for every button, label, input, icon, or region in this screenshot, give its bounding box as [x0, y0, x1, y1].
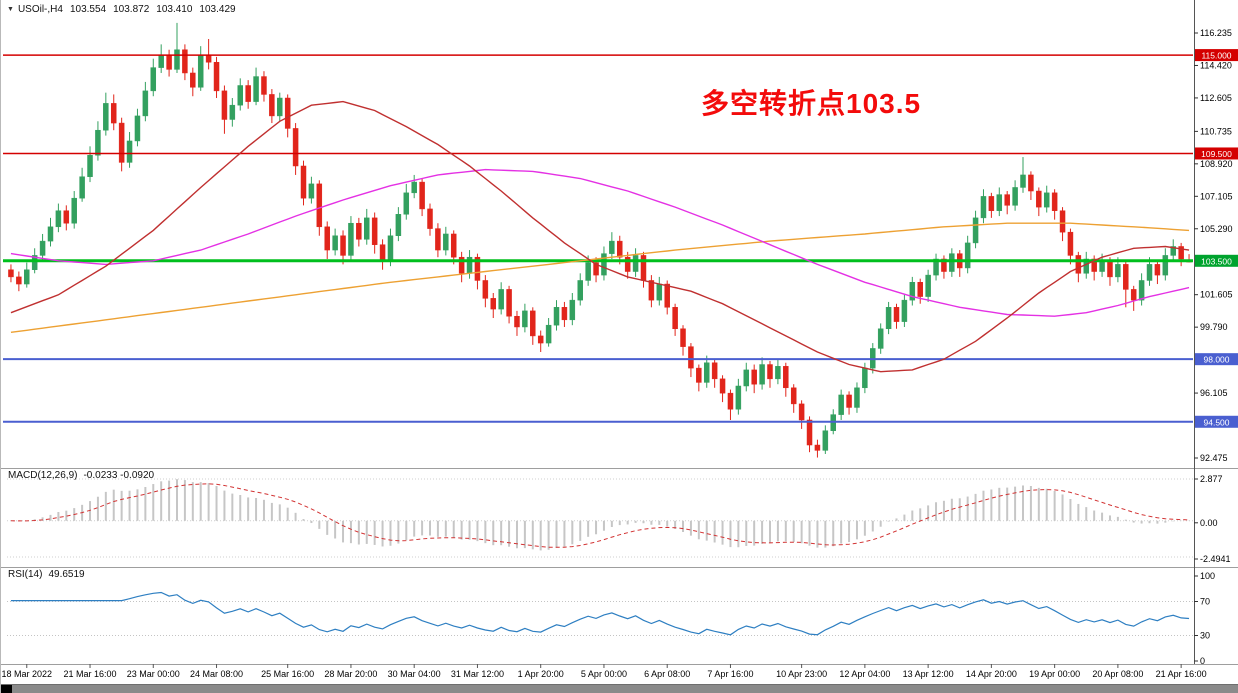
macd-signal-line	[10, 483, 1190, 548]
time-axis-label: 30 Mar 04:00	[388, 669, 441, 679]
rsi-panel[interactable]: 100 70 30 0	[7, 571, 1215, 666]
time-axis-label: 13 Apr 12:00	[903, 669, 954, 679]
time-axis-label: 18 Mar 2022	[1, 669, 52, 679]
time-axis-label: 12 Apr 04:00	[839, 669, 890, 679]
time-axis-label: 19 Apr 00:00	[1029, 669, 1080, 679]
time-axis-label: 23 Mar 00:00	[127, 669, 180, 679]
ohlc-high: 103.872	[113, 4, 150, 15]
chart-header: ▼ USOil-,H4 103.554 103.872 103.410 103.429	[7, 4, 236, 15]
macd-panel[interactable]: 2.877 0.00 -2.4941	[7, 474, 1231, 564]
price-badge-label: 94.500	[1204, 417, 1230, 427]
rsi-axis-label: 70	[1200, 597, 1210, 607]
price-tick-label: 96.105	[1200, 388, 1228, 398]
symbol-period-label: USOil-,H4	[17, 4, 63, 15]
price-badge	[1195, 415, 1238, 428]
time-axis-label: 21 Apr 16:00	[1156, 669, 1207, 679]
panel-separators	[1, 0, 1238, 665]
time-axis[interactable]: 18 Mar 2022 21 Mar 16:00 23 Mar 00:00 24 Ma…	[1, 664, 1207, 679]
rsi-line	[10, 591, 1190, 636]
time-axis-label: 24 Mar 08:00	[190, 669, 243, 679]
time-axis-label: 14 Apr 20:00	[966, 669, 1017, 679]
macd-indicator-label: MACD(12,26,9) -0.0233 -0.0920	[8, 470, 154, 481]
time-axis-label: 28 Mar 20:00	[324, 669, 377, 679]
time-axis-label: 6 Apr 08:00	[644, 669, 690, 679]
price-badge	[1195, 147, 1238, 160]
rsi-name: RSI(14)	[8, 569, 43, 580]
macd-axis-label: -2.4941	[1200, 554, 1231, 564]
time-axis-label: 20 Apr 08:00	[1092, 669, 1143, 679]
price-badge-label: 103.500	[1201, 256, 1232, 266]
price-badge	[1195, 353, 1238, 366]
moving-averages-layer	[10, 100, 1190, 373]
ma-mid-magenta	[10, 168, 1190, 317]
price-tick-label: 107.105	[1200, 191, 1233, 201]
time-axis-label: 5 Apr 00:00	[581, 669, 627, 679]
price-tick-label: 92.475	[1200, 453, 1228, 463]
time-axis-label: 1 Apr 20:00	[518, 669, 564, 679]
price-tick-label: 108.920	[1200, 159, 1233, 169]
rsi-value: 49.6519	[48, 569, 85, 580]
time-axis-label: 7 Apr 16:00	[707, 669, 753, 679]
price-tick-label: 114.420	[1200, 60, 1232, 70]
price-badge-label: 115.000	[1201, 51, 1231, 61]
ohlc-open: 103.554	[69, 4, 107, 15]
time-axis-label: 10 Apr 23:00	[776, 669, 827, 679]
rsi-indicator-label: RSI(14) 49.6519	[8, 569, 85, 580]
time-axis-label: 21 Mar 16:00	[63, 669, 116, 679]
ohlc-close: 103.429	[199, 4, 236, 15]
rsi-axis-label: 30	[1200, 631, 1210, 641]
ma-fast-crimson	[10, 100, 1190, 373]
price-tick-label: 110.735	[1200, 126, 1232, 136]
rsi-axis-label: 100	[1200, 571, 1215, 581]
price-axis[interactable]: 116.235 114.420 112.605 110.735 108.920 107.1…	[1194, 28, 1238, 463]
macd-name: MACD(12,26,9)	[8, 470, 78, 481]
annotation-text[interactable]: 多空转折点103.5	[701, 88, 922, 119]
macd-values: -0.0233 -0.0920	[83, 470, 155, 481]
price-tick-label: 112.605	[1200, 93, 1232, 103]
rsi-axis-label: 0	[1200, 656, 1205, 666]
time-axis-label: 25 Mar 16:00	[261, 669, 314, 679]
bottom-scrollbar[interactable]	[1, 684, 1238, 693]
price-badge-label: 98.000	[1204, 355, 1230, 365]
macd-axis-label: 0.00	[1200, 518, 1218, 528]
macd-axis-label: 2.877	[1200, 474, 1223, 484]
candles-layer	[8, 22, 1192, 458]
price-badge-label: 109.500	[1201, 149, 1232, 159]
price-tick-label: 101.605	[1200, 290, 1233, 300]
horizontal-lines-layer[interactable]	[3, 54, 1193, 423]
ohlc-low: 103.410	[156, 4, 193, 15]
time-axis-label: 31 Mar 12:00	[451, 669, 504, 679]
price-tick-label: 116.235	[1200, 28, 1232, 38]
ma-slow-orange	[10, 222, 1190, 333]
price-tick-label: 105.290	[1200, 224, 1233, 234]
bottom-left-marker	[1, 685, 12, 693]
price-badge	[1195, 49, 1238, 62]
price-tick-label: 99.790	[1200, 322, 1228, 332]
chart-dropdown-icon[interactable]: ▼	[7, 6, 14, 13]
price-badge	[1195, 254, 1238, 267]
